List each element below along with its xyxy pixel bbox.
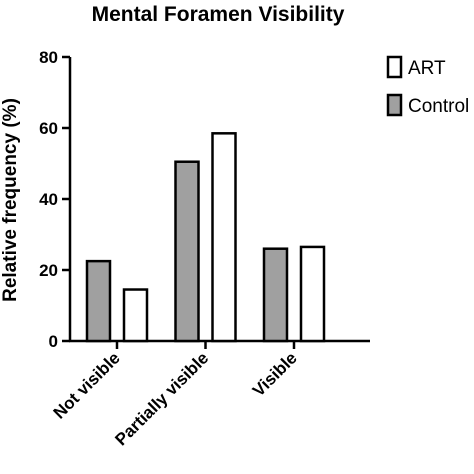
y-tick-label: 80 bbox=[39, 48, 58, 67]
bar-control-0 bbox=[85, 259, 112, 343]
bar-control-2 bbox=[262, 247, 289, 343]
x-tick-label: Partially visible bbox=[111, 348, 212, 449]
legend: ART Control bbox=[386, 55, 469, 117]
x-tick-label: Visible bbox=[249, 348, 301, 400]
y-ticks: 0 20 40 60 80 bbox=[39, 48, 70, 351]
bar-art-2 bbox=[299, 245, 326, 343]
bar-control-1 bbox=[174, 160, 200, 343]
x-tick-label: Not visible bbox=[50, 348, 124, 422]
chart-title: Mental Foramen Visibility bbox=[92, 3, 345, 26]
y-tick-label: 0 bbox=[49, 332, 58, 351]
y-tick-label: 60 bbox=[39, 119, 58, 138]
bar-art-1 bbox=[211, 132, 237, 343]
legend-label-art: ART bbox=[408, 58, 446, 79]
y-tick-label: 20 bbox=[39, 261, 58, 280]
bars bbox=[85, 132, 326, 343]
bar-art-0 bbox=[122, 288, 149, 343]
legend-swatch-control bbox=[386, 93, 403, 117]
y-tick-label: 40 bbox=[39, 190, 58, 209]
legend-label-control: Control bbox=[408, 96, 469, 117]
y-axis-label: Relative frequency (%) bbox=[0, 98, 21, 302]
legend-swatch-art bbox=[386, 55, 403, 79]
